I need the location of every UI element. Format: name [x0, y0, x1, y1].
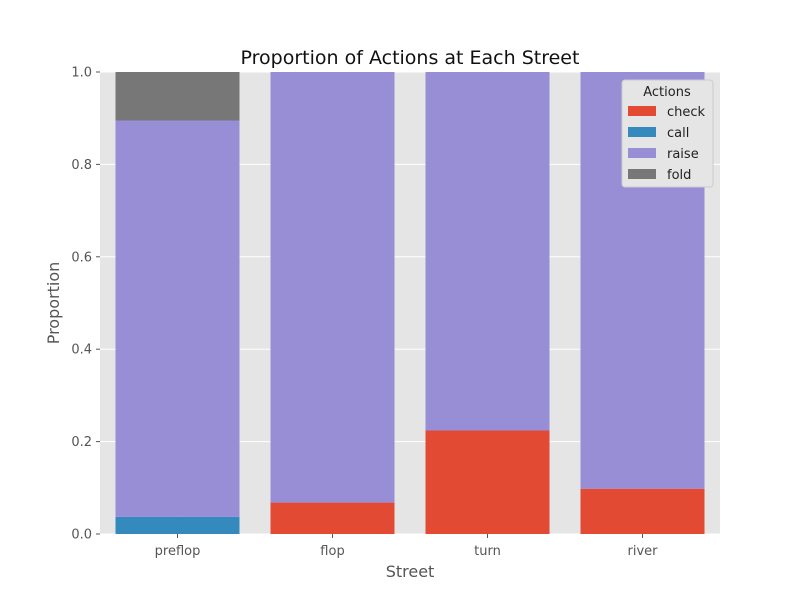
x-axis-label: Street [386, 562, 435, 581]
bar-check-flop [270, 502, 395, 534]
y-tick-label: 0.8 [71, 158, 92, 173]
bar-fold-preflop [115, 72, 240, 121]
bar-call-preflop [115, 516, 240, 534]
legend-swatch-raise [628, 148, 656, 158]
legend-label-raise: raise [667, 147, 699, 162]
legend-swatch-check [628, 106, 656, 116]
legend-swatch-fold [628, 169, 656, 179]
x-ticks: preflop flop turn river [155, 534, 658, 559]
bar-check-river [580, 488, 705, 534]
bar-check-turn [425, 430, 550, 534]
y-tick-label: 1.0 [71, 66, 92, 81]
y-tick-label: 0.2 [71, 435, 92, 450]
legend-label-fold: fold [667, 168, 691, 183]
y-tick-label: 0.0 [71, 528, 92, 543]
chart-title: Proportion of Actions at Each Street [241, 47, 580, 69]
y-ticks: 0.0 0.2 0.4 0.6 0.8 1.0 [71, 66, 100, 543]
x-tick-label: flop [320, 544, 344, 559]
legend-label-call: call [667, 126, 689, 141]
y-tick-label: 0.4 [71, 343, 92, 358]
bar-raise-flop [270, 72, 395, 503]
y-axis-label: Proportion [44, 262, 63, 345]
bar-raise-preflop [115, 120, 240, 517]
x-tick-label: river [628, 544, 659, 559]
legend-items: check call raise fold [628, 105, 706, 183]
legend-swatch-call [628, 127, 656, 137]
y-tick-label: 0.6 [71, 250, 92, 265]
bar-raise-turn [425, 72, 550, 431]
x-tick-label: preflop [155, 544, 201, 559]
x-tick-label: turn [474, 544, 501, 559]
legend-label-check: check [667, 105, 706, 120]
legend-title: Actions [643, 85, 691, 100]
legend: Actions check call raise fold [621, 79, 714, 188]
